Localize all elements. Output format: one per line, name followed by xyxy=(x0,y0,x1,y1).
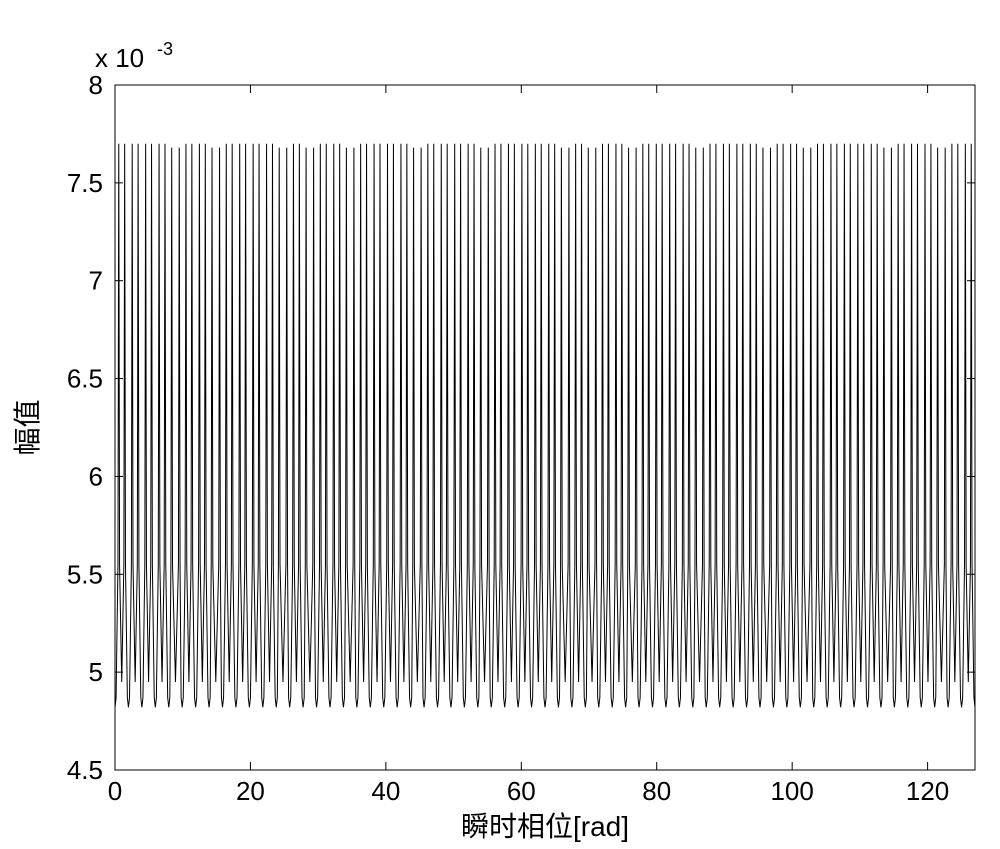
y-tick-label: 8 xyxy=(89,70,103,100)
x-tick-label: 0 xyxy=(108,776,122,806)
y-tick-label: 5 xyxy=(89,657,103,687)
x-tick-label: 40 xyxy=(371,776,400,806)
y-tick-label: 6.5 xyxy=(67,364,103,394)
x-tick-label: 80 xyxy=(642,776,671,806)
exponent-power: -3 xyxy=(157,39,173,59)
y-tick-label: 7.5 xyxy=(67,168,103,198)
y-tick-label: 5.5 xyxy=(67,559,103,589)
signal-line xyxy=(115,144,975,708)
y-tick-label: 6 xyxy=(89,461,103,491)
y-axis-label: 幅值 xyxy=(12,399,43,455)
x-axis-label: 瞬时相位[rad] xyxy=(461,811,629,842)
plot-area xyxy=(115,85,975,770)
x-tick-label: 120 xyxy=(906,776,949,806)
y-tick-label: 4.5 xyxy=(67,755,103,785)
x-tick-label: 60 xyxy=(507,776,536,806)
line-chart: 0 20 40 60 80 100 120 4.5 5 5.5 6 6.5 7 7.5 8x 10 -3 瞬时相… xyxy=(0,0,1000,849)
x-tick-label: 20 xyxy=(236,776,265,806)
x-tick-label: 100 xyxy=(770,776,813,806)
chart-container: 0 20 40 60 80 100 120 4.5 5 5.5 6 6.5 7 7.5 8x 10 -3 瞬时相… xyxy=(0,0,1000,849)
y-tick-label: 7 xyxy=(89,266,103,296)
exponent-label: x 10 xyxy=(95,43,144,73)
